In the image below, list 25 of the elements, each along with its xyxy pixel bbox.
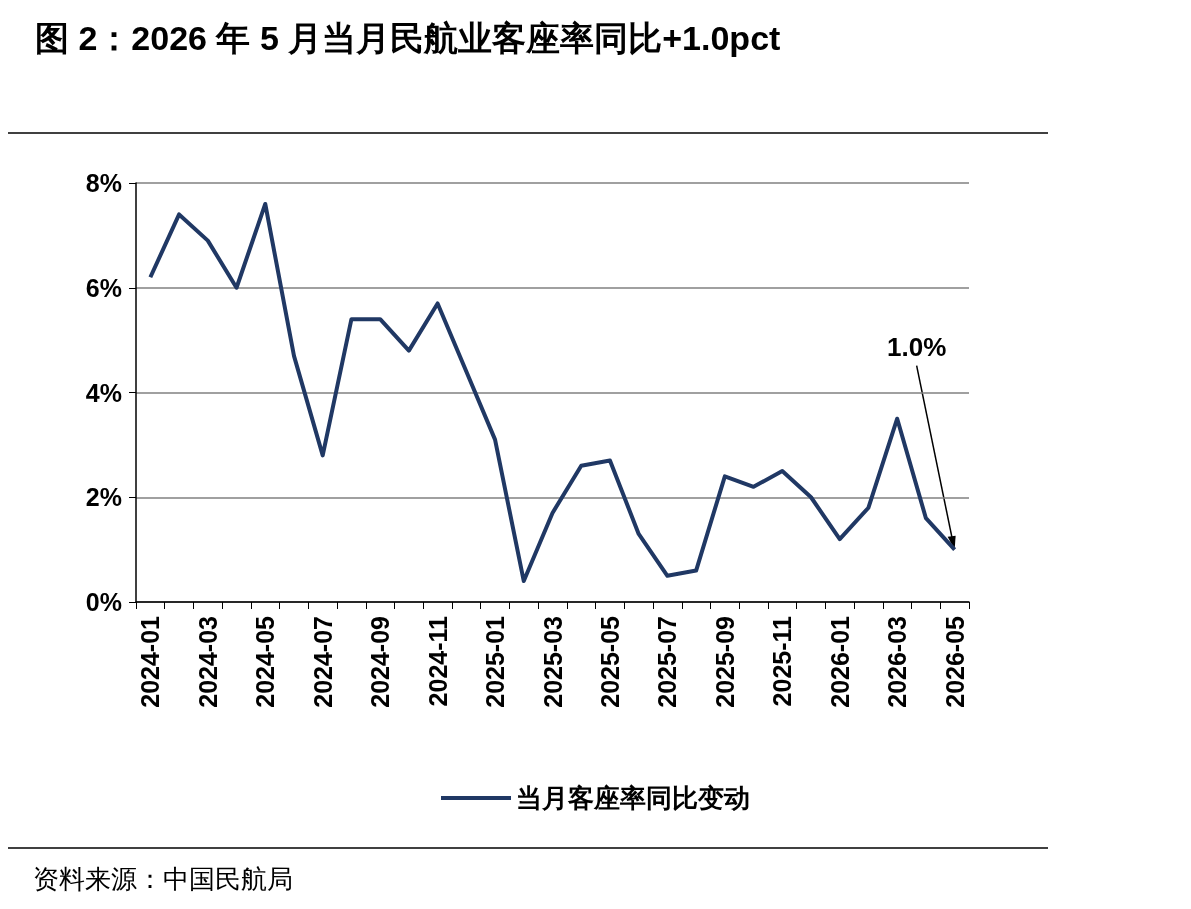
y-tick-label: 4% [85, 378, 122, 407]
x-tick-label: 2025-05 [595, 615, 624, 708]
y-tick-label: 0% [85, 588, 122, 616]
x-tick-label: 2026-05 [940, 615, 969, 708]
x-tick-label: 2024-03 [193, 616, 222, 708]
x-tick-label: 2024-01 [136, 615, 165, 708]
line-series [148, 201, 957, 584]
x-tick-label: 2025-11 [768, 615, 797, 707]
y-tick-label: 8% [85, 169, 122, 197]
x-tick-label: 2025-09 [710, 616, 739, 708]
text: 资料来源：中国民航局 [33, 864, 293, 894]
x-tick-label: 2024-11 [423, 615, 452, 707]
x-tick-label: 2024-07 [308, 616, 337, 708]
legend-label: 当月客座率同比变动 [516, 783, 750, 813]
chart-title: 图 2：2026 年 5 月当月民航业客座率同比+1.0pct [35, 19, 781, 57]
x-tick-label: 2025-03 [538, 616, 567, 708]
x-tick-label: 2024-05 [251, 615, 280, 708]
x-tick-label: 2025-07 [653, 616, 682, 708]
y-tick-label: 6% [85, 273, 122, 302]
x-tick-label: 2026-01 [825, 615, 854, 708]
annotation: 1.0% [887, 331, 947, 362]
x-tick-label: 2025-01 [481, 615, 510, 708]
x-tick-label: 2024-09 [366, 616, 395, 708]
x-tick-label: 2026-03 [883, 616, 912, 708]
y-tick-label: 2% [85, 483, 122, 512]
